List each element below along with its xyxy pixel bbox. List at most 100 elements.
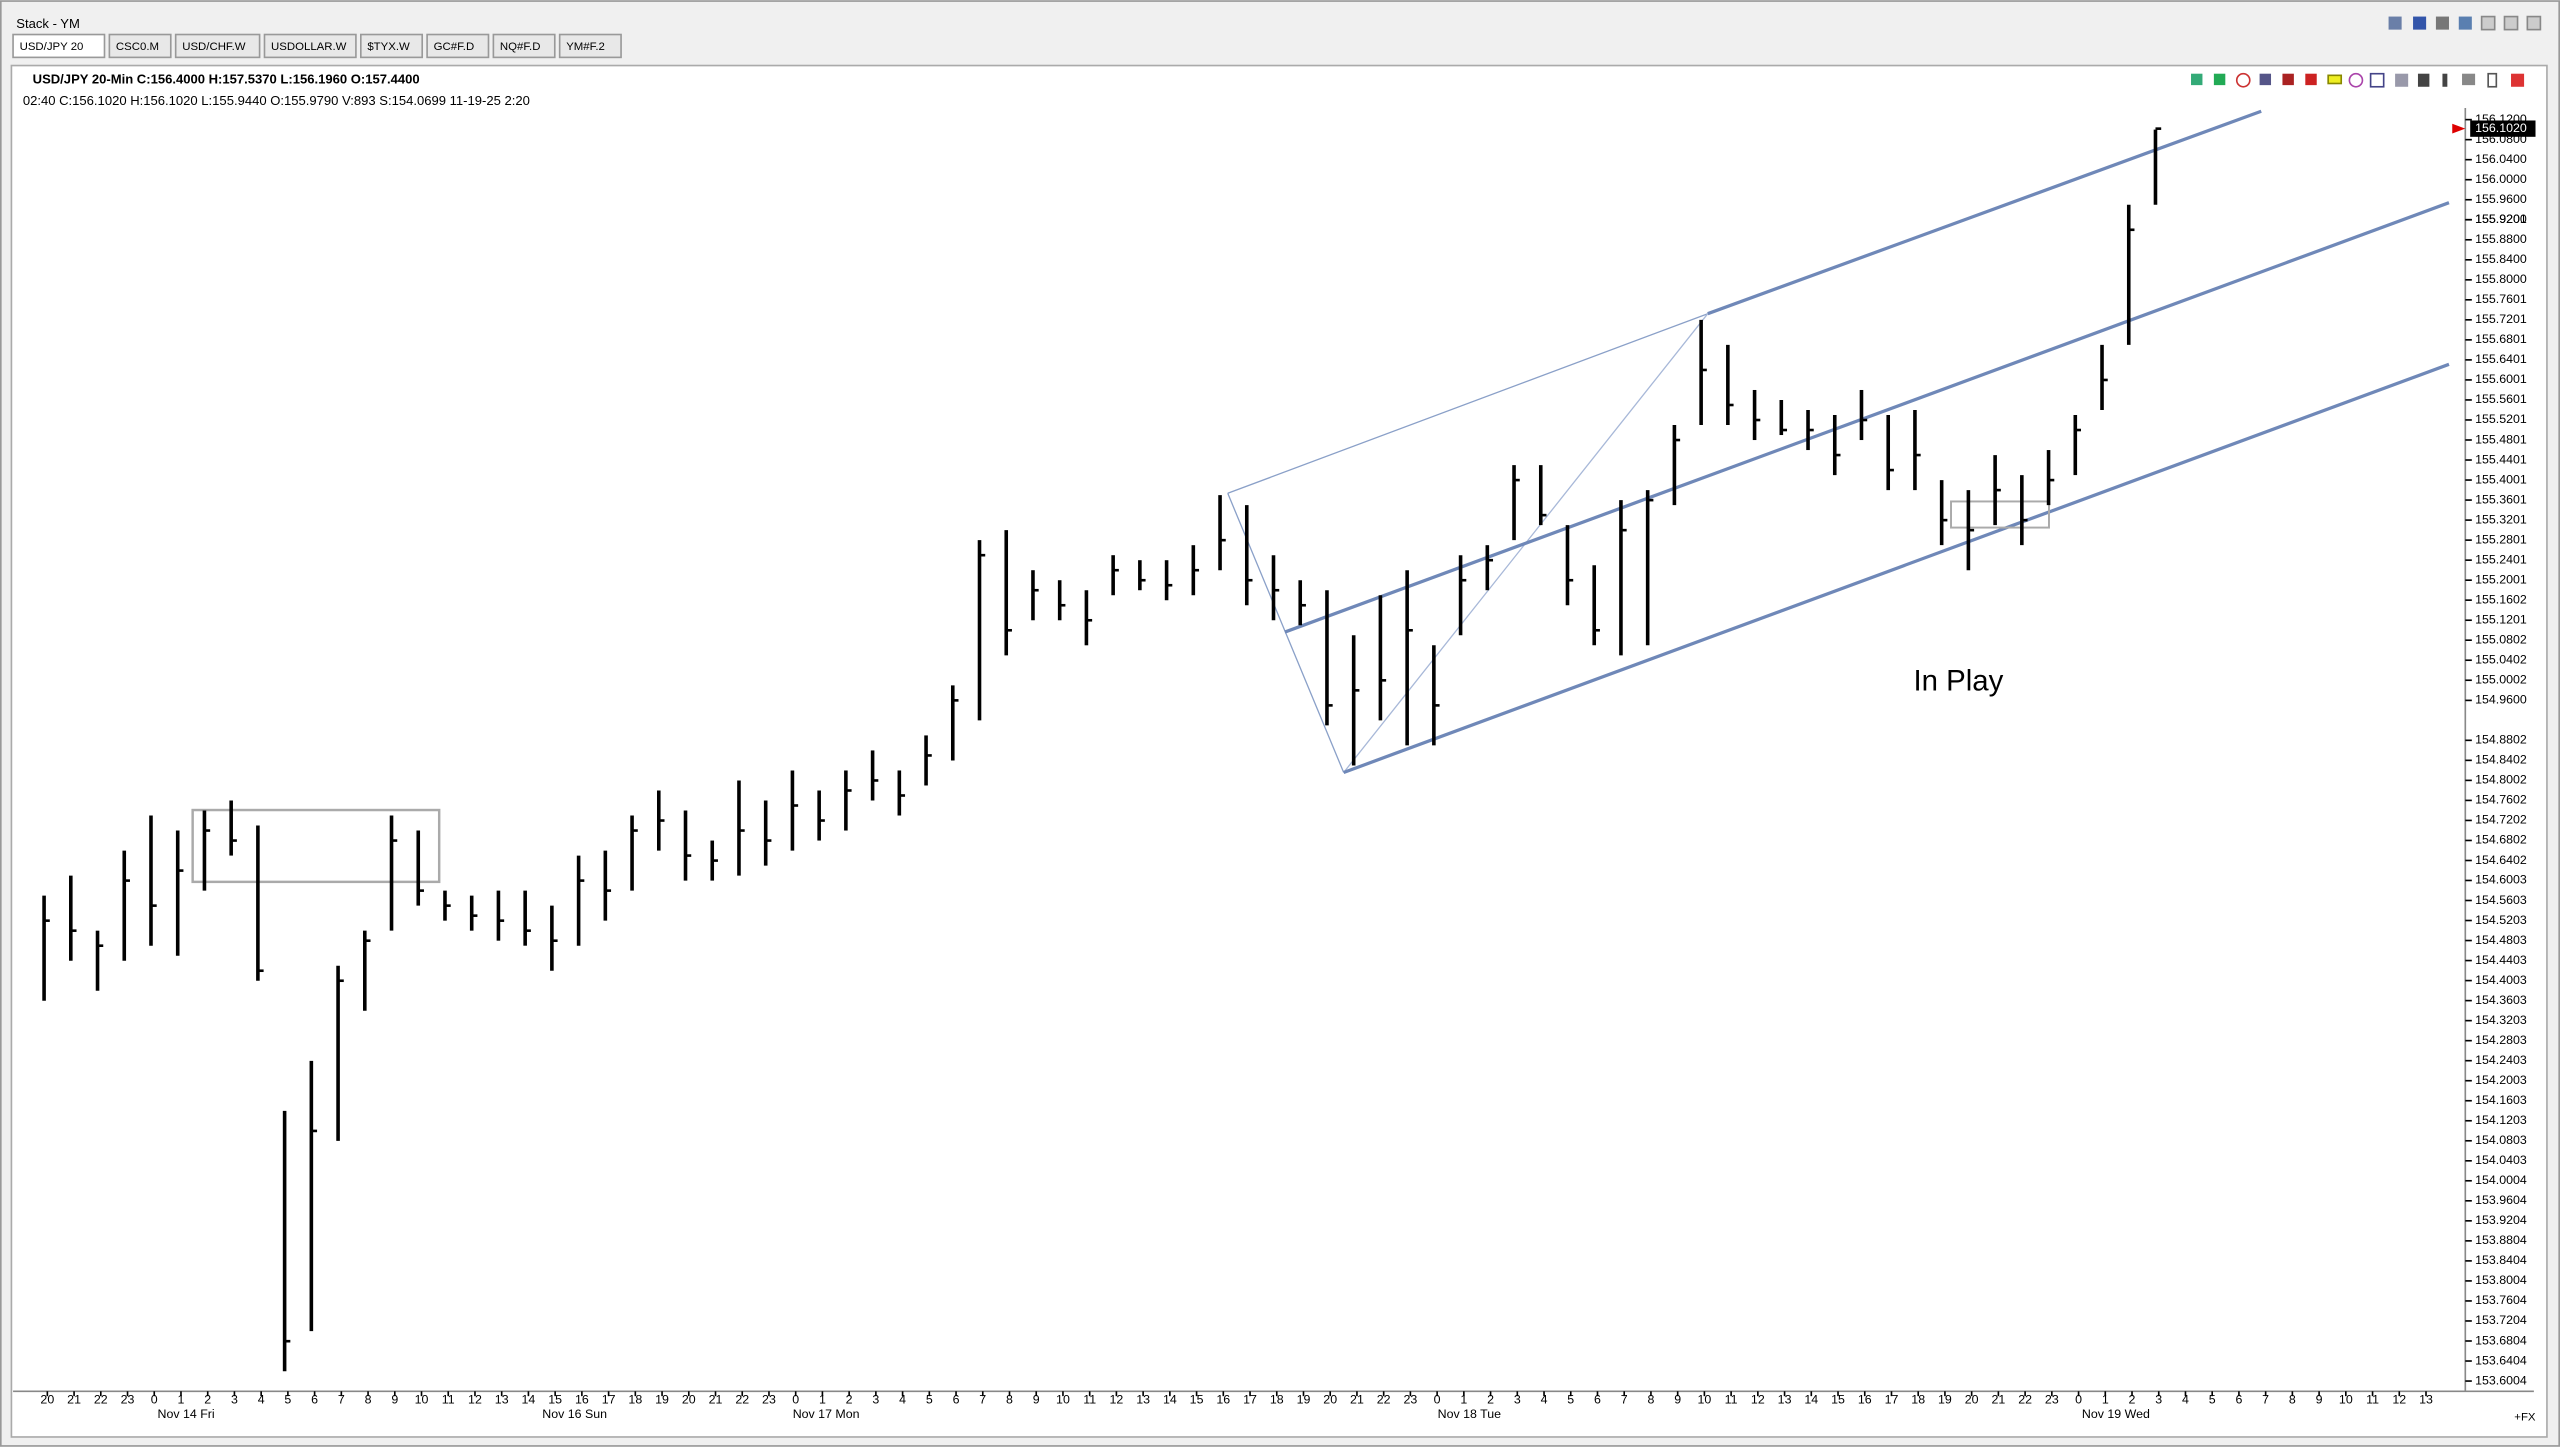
y-tick-label: 155.7601 bbox=[2475, 292, 2527, 306]
x-tick-label: 10 bbox=[2339, 1393, 2353, 1407]
x-tick-label: 13 bbox=[1136, 1393, 1150, 1407]
y-tick-label: 153.8404 bbox=[2475, 1253, 2527, 1267]
x-tick-label: 4 bbox=[899, 1393, 906, 1407]
x-tick-label: 5 bbox=[284, 1393, 291, 1407]
x-tick-label: 1 bbox=[1460, 1393, 1467, 1407]
x-tick-label: 2 bbox=[2129, 1393, 2136, 1407]
x-tick-label: 9 bbox=[2316, 1393, 2323, 1407]
y-tick-label: 154.0004 bbox=[2475, 1173, 2527, 1187]
tool-icon[interactable] bbox=[2511, 73, 2525, 87]
tab-label[interactable]: GC#F.D bbox=[434, 41, 475, 53]
tool-icon[interactable] bbox=[2417, 73, 2430, 87]
x-tick-label: 3 bbox=[1514, 1393, 1521, 1407]
tab-label[interactable]: USDOLLAR.W bbox=[271, 41, 347, 53]
y-tick-label: 153.7204 bbox=[2475, 1313, 2527, 1327]
tab[interactable] bbox=[492, 33, 556, 59]
x-tick-label: 10 bbox=[1697, 1393, 1711, 1407]
x-tick-label: 19 bbox=[1297, 1393, 1311, 1407]
y-tick-label: 155.1201 bbox=[2475, 613, 2527, 627]
tool-icon[interactable] bbox=[2191, 73, 2203, 86]
tab-label[interactable]: USD/JPY 20 bbox=[20, 41, 84, 53]
tab-label[interactable]: NQ#F.D bbox=[500, 41, 541, 53]
tab[interactable] bbox=[174, 33, 261, 59]
y-tick-label: 155.6401 bbox=[2475, 352, 2527, 366]
y-tick-label: 153.9604 bbox=[2475, 1193, 2527, 1207]
tab[interactable] bbox=[558, 33, 622, 59]
y-tick-label: 153.6004 bbox=[2475, 1373, 2527, 1387]
x-tick-label: 7 bbox=[2262, 1393, 2269, 1407]
plot: 156.1200156.0800156.0400156.0000155.9600… bbox=[40, 112, 2536, 1421]
minimize[interactable] bbox=[2480, 15, 2496, 31]
tab[interactable] bbox=[108, 33, 172, 59]
tab[interactable] bbox=[12, 33, 106, 59]
tab-label[interactable]: $TYX.W bbox=[367, 41, 410, 53]
x-tick-label: 23 bbox=[121, 1393, 135, 1407]
x-tick-label: 17 bbox=[1885, 1393, 1899, 1407]
y-tick-label: 155.2801 bbox=[2475, 532, 2527, 546]
tool-icon[interactable] bbox=[2213, 73, 2226, 86]
y-tick-label: 155.8800 bbox=[2475, 232, 2527, 246]
tool-icon[interactable] bbox=[2487, 72, 2498, 88]
icon[interactable] bbox=[2388, 16, 2402, 30]
tool-icon[interactable] bbox=[2305, 73, 2317, 86]
x-tick-label: 23 bbox=[762, 1393, 776, 1407]
tab-label[interactable]: CSC0.M bbox=[116, 41, 159, 53]
y-tick-label: 154.0803 bbox=[2475, 1133, 2527, 1147]
tool-icon[interactable] bbox=[2259, 73, 2272, 86]
tab[interactable] bbox=[263, 33, 357, 59]
x-tick-label: 22 bbox=[94, 1393, 108, 1407]
x-tick-label: 23 bbox=[1404, 1393, 1418, 1407]
x-tick-label: 1 bbox=[819, 1393, 826, 1407]
x-tick-label: 14 bbox=[522, 1393, 536, 1407]
tool-icon[interactable] bbox=[2395, 73, 2409, 87]
x-tick-label: 18 bbox=[628, 1393, 642, 1407]
close[interactable] bbox=[2526, 15, 2542, 31]
tab-label[interactable]: YM#F.2 bbox=[566, 41, 605, 53]
tool-icon[interactable] bbox=[2442, 73, 2448, 87]
icon[interactable] bbox=[2413, 16, 2427, 30]
x-tick-label: 23 bbox=[2045, 1393, 2059, 1407]
date-label: Nov 17 Mon bbox=[793, 1407, 860, 1421]
x-tick-label: 12 bbox=[1751, 1393, 1765, 1407]
last-price-box bbox=[2470, 120, 2536, 137]
icon[interactable] bbox=[2435, 16, 2449, 30]
x-tick-label: 2 bbox=[846, 1393, 853, 1407]
y-tick-label: 155.8000 bbox=[2475, 272, 2527, 286]
tab-label[interactable]: USD/CHF.W bbox=[182, 41, 246, 53]
channel-line bbox=[1343, 362, 2450, 775]
x-tick-label: 20 bbox=[40, 1393, 54, 1407]
x-tick-label: 0 bbox=[151, 1393, 158, 1407]
y-tick-label: 155.4801 bbox=[2475, 432, 2527, 446]
x-tick-label: 11 bbox=[442, 1393, 455, 1407]
x-tick-label: 16 bbox=[575, 1393, 589, 1407]
y-tick-label: 154.6402 bbox=[2475, 853, 2527, 867]
x-tick-label: 7 bbox=[979, 1393, 986, 1407]
y-tick-label: 154.3203 bbox=[2475, 1013, 2527, 1027]
tool-icon[interactable] bbox=[2369, 72, 2385, 88]
tool-icon[interactable] bbox=[2462, 73, 2476, 86]
tab[interactable] bbox=[360, 33, 424, 59]
x-tick-label: 8 bbox=[365, 1393, 372, 1407]
x-tick-label: 1 bbox=[178, 1393, 185, 1407]
tool-icon[interactable] bbox=[2348, 72, 2364, 88]
x-tick-label: 5 bbox=[1567, 1393, 1574, 1407]
x-tick-label: 6 bbox=[953, 1393, 960, 1407]
tool-icon[interactable] bbox=[2282, 73, 2294, 86]
maximize[interactable] bbox=[2503, 15, 2519, 31]
window-controls bbox=[2388, 15, 2542, 31]
tab[interactable] bbox=[426, 33, 490, 59]
tool-icon[interactable] bbox=[2235, 72, 2251, 88]
y-tick-label: 154.4803 bbox=[2475, 933, 2527, 947]
x-tick-label: 17 bbox=[602, 1393, 616, 1407]
x-tick-label: 22 bbox=[2018, 1393, 2032, 1407]
x-tick-label: 13 bbox=[495, 1393, 509, 1407]
x-tick-label: 15 bbox=[1831, 1393, 1845, 1407]
x-tick-label: 17 bbox=[1243, 1393, 1257, 1407]
x-tick-label: 18 bbox=[1911, 1393, 1925, 1407]
x-tick-label: 6 bbox=[311, 1393, 318, 1407]
y-tick-label: 154.2803 bbox=[2475, 1033, 2527, 1047]
tool-icon[interactable] bbox=[2327, 74, 2343, 85]
y-tick-label: 154.6003 bbox=[2475, 873, 2527, 887]
icon[interactable] bbox=[2458, 16, 2472, 30]
